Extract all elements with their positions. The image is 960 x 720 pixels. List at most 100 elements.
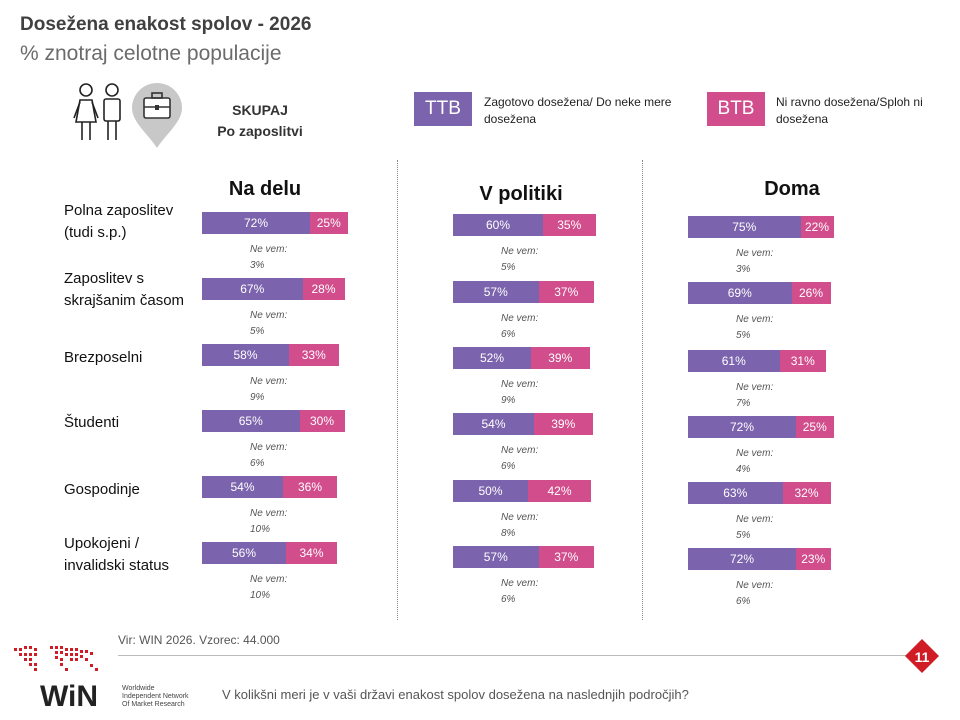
bar-segment-ttb: 72% bbox=[202, 212, 310, 234]
data-label-btb: 31% bbox=[790, 354, 815, 368]
bar-segment-btb: 33% bbox=[289, 344, 339, 366]
data-label-btb: 32% bbox=[794, 486, 819, 500]
dont-know-text: Ne vem: bbox=[250, 244, 288, 255]
category-label: Gospodinje bbox=[64, 479, 140, 501]
dont-know-value: 5% bbox=[501, 262, 516, 273]
bar-segment-btb: 35% bbox=[543, 214, 596, 236]
dont-know-text: Ne vem: bbox=[250, 442, 288, 453]
data-label-btb: 25% bbox=[316, 216, 341, 230]
dont-know-value: 5% bbox=[736, 530, 751, 541]
legend-btb-text-line2: dosežena bbox=[776, 112, 829, 126]
bar-segment-btb: 36% bbox=[283, 476, 337, 498]
dont-know-text: Ne vem: bbox=[736, 514, 774, 525]
data-label-btb: 26% bbox=[798, 286, 824, 300]
bar-segment-btb: 26% bbox=[791, 282, 831, 304]
dont-know-label: Ne vem: 5% bbox=[250, 308, 290, 340]
data-label-btb: 22% bbox=[804, 220, 830, 234]
stacked-bar: 54% 36% bbox=[202, 476, 337, 498]
people-and-briefcase-icon bbox=[73, 83, 182, 148]
bar-segment-btb: 25% bbox=[310, 212, 348, 234]
dont-know-value: 9% bbox=[501, 395, 516, 406]
column-divider bbox=[397, 160, 398, 620]
dont-know-value: 10% bbox=[250, 524, 271, 535]
stacked-bar: 72% 25% bbox=[688, 416, 834, 438]
bar-segment-ttb: 72% bbox=[688, 416, 796, 438]
data-label-btb: 39% bbox=[551, 417, 576, 431]
data-label-btb: 37% bbox=[554, 550, 579, 564]
dont-know-text: Ne vem: bbox=[250, 508, 288, 519]
legend-btb-text: Ni ravno dosežena/Sploh ni dosežena bbox=[776, 94, 923, 128]
dont-know-text: Ne vem: bbox=[736, 580, 774, 591]
win-logo-sub3: Of Market Research bbox=[122, 701, 185, 708]
dont-know-label: Ne vem: 10% bbox=[250, 572, 290, 604]
column-divider bbox=[642, 160, 643, 620]
data-label-btb: 30% bbox=[309, 414, 335, 428]
data-label-ttb: 72% bbox=[729, 420, 755, 434]
dont-know-value: 10% bbox=[250, 590, 271, 601]
bar-segment-btb: 25% bbox=[796, 416, 834, 438]
dont-know-label: Ne vem: 4% bbox=[736, 446, 776, 478]
page-number-badge: 11 bbox=[905, 639, 939, 673]
dont-know-text: Ne vem: bbox=[250, 376, 288, 387]
data-label-ttb: 75% bbox=[732, 220, 757, 234]
stacked-bar: 58% 33% bbox=[202, 344, 339, 366]
legend-ttb-text-line1: Zagotovo dosežena/ Do neke mere bbox=[484, 95, 672, 109]
panel-title: Na delu bbox=[228, 178, 302, 200]
dont-know-text: Ne vem: bbox=[250, 310, 288, 321]
data-label-btb: 28% bbox=[311, 282, 336, 296]
dont-know-label: Ne vem: 7% bbox=[736, 380, 776, 412]
dont-know-value: 6% bbox=[501, 329, 516, 340]
stacked-bar: 54% 39% bbox=[453, 413, 593, 435]
category-label-line: Brezposelni bbox=[64, 349, 143, 366]
data-label-btb: 37% bbox=[554, 285, 579, 299]
bar-segment-ttb: 56% bbox=[202, 542, 286, 564]
dont-know-label: Ne vem: 6% bbox=[736, 578, 776, 610]
dont-know-text: Ne vem: bbox=[501, 313, 539, 324]
bar-segment-btb: 30% bbox=[299, 410, 345, 432]
dont-know-value: 3% bbox=[736, 264, 751, 275]
category-label-line: Polna zaposlitev bbox=[64, 202, 174, 219]
segment-label-line1: SKUPAJ bbox=[232, 102, 288, 118]
page-subtitle: % znotraj celotne populacije bbox=[20, 42, 282, 65]
data-label-ttb: 63% bbox=[723, 486, 748, 500]
data-label-ttb: 72% bbox=[729, 552, 755, 566]
source-note: Vir: WIN 2026. Vzorec: 44.000 bbox=[118, 633, 280, 647]
stacked-bar: 50% 42% bbox=[453, 480, 591, 502]
page-title: Dosežena enakost spolov - 2026 bbox=[20, 14, 312, 35]
dont-know-text: Ne vem: bbox=[736, 314, 774, 325]
dont-know-label: Ne vem: 5% bbox=[736, 512, 776, 544]
dont-know-text: Ne vem: bbox=[501, 445, 539, 456]
category-label: Polna zaposlitev (tudi s.p.) bbox=[64, 200, 173, 244]
panel-title: V politiki bbox=[479, 183, 563, 205]
data-label-ttb: 72% bbox=[243, 216, 269, 230]
bar-segment-ttb: 54% bbox=[453, 413, 534, 435]
bar-segment-ttb: 65% bbox=[202, 410, 300, 432]
stacked-bar: 56% 34% bbox=[202, 542, 337, 564]
legend-ttb-text: Zagotovo dosežena/ Do neke mere dosežena bbox=[484, 94, 671, 128]
dont-know-value: 9% bbox=[250, 392, 265, 403]
bar-segment-btb: 34% bbox=[286, 542, 337, 564]
bar-segment-ttb: 57% bbox=[453, 281, 539, 303]
dont-know-label: Ne vem: 5% bbox=[501, 244, 541, 276]
data-label-btb: 42% bbox=[547, 484, 572, 498]
dont-know-text: Ne vem: bbox=[501, 379, 539, 390]
stacked-bar: 67% 28% bbox=[202, 278, 345, 300]
bar-segment-ttb: 67% bbox=[202, 278, 303, 300]
legend-ttb-text-line2: dosežena bbox=[484, 112, 537, 126]
page-number: 11 bbox=[915, 649, 930, 665]
category-label-line: invalidski status bbox=[64, 557, 170, 574]
segment-label-line2: Po zaposlitvi bbox=[217, 123, 303, 139]
world-map-dots-icon bbox=[14, 646, 98, 671]
data-label-ttb: 52% bbox=[479, 351, 505, 365]
bar-segment-ttb: 52% bbox=[453, 347, 531, 369]
dont-know-label: Ne vem: 6% bbox=[501, 311, 541, 343]
data-label-ttb: 67% bbox=[240, 282, 265, 296]
data-label-ttb: 69% bbox=[727, 286, 752, 300]
category-label: Zaposlitev s skrajšanim časom bbox=[64, 268, 184, 312]
dont-know-label: Ne vem: 3% bbox=[736, 246, 776, 278]
bar-segment-ttb: 50% bbox=[453, 480, 528, 502]
stacked-bar: 63% 32% bbox=[688, 482, 831, 504]
category-label-line: (tudi s.p.) bbox=[64, 224, 127, 241]
bar-segment-ttb: 60% bbox=[453, 214, 543, 236]
dont-know-text: Ne vem: bbox=[736, 382, 774, 393]
